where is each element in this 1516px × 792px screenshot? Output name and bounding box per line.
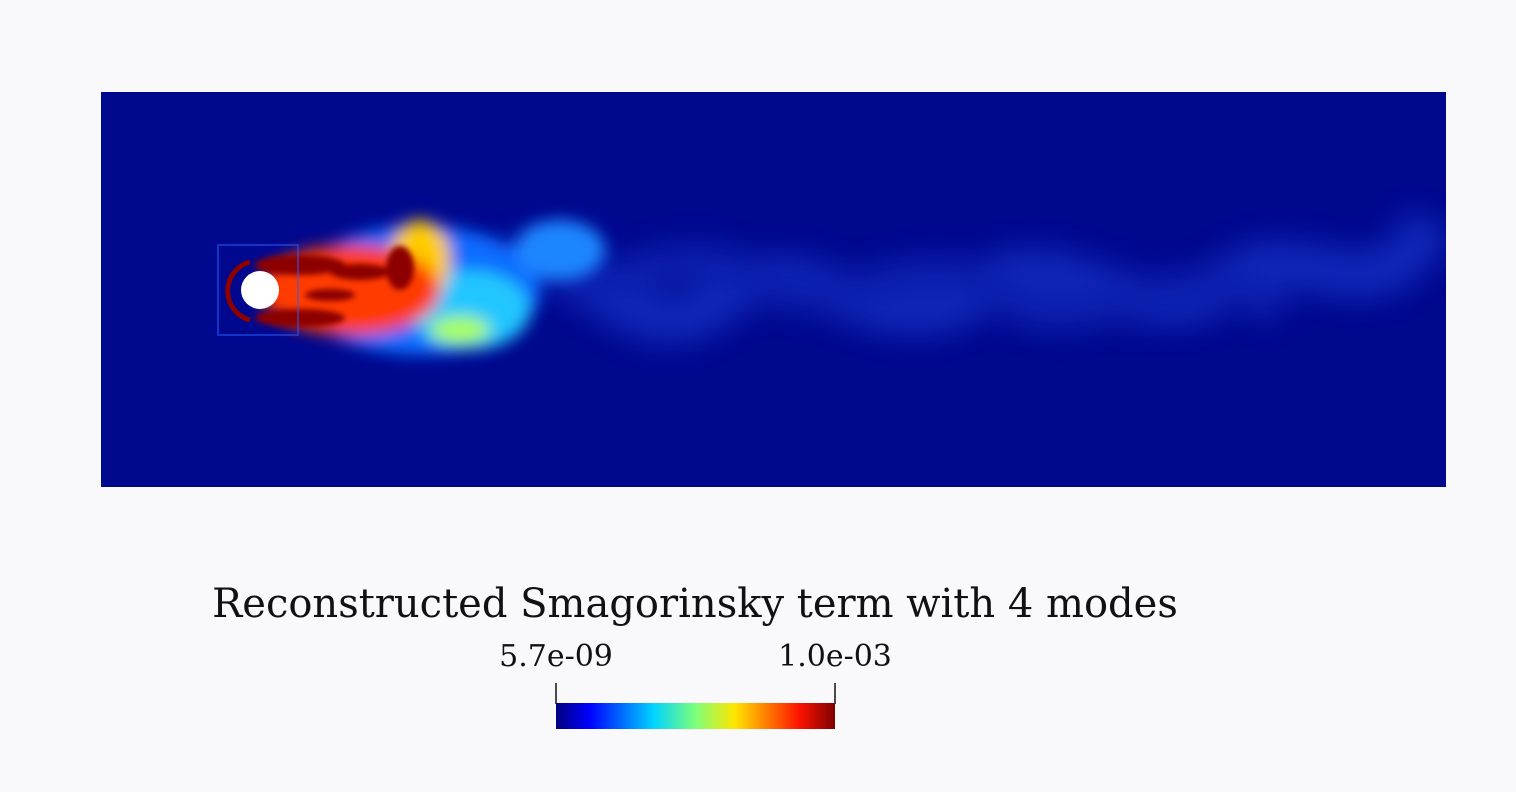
colorbar-max-label: 1.0e-03 [778, 639, 892, 674]
colorbar [556, 703, 835, 729]
colorbar-title: Reconstructed Smagorinsky term with 4 mo… [212, 581, 1178, 627]
flow-field [101, 92, 1446, 487]
colorbar-min-label: 5.7e-09 [499, 639, 613, 674]
